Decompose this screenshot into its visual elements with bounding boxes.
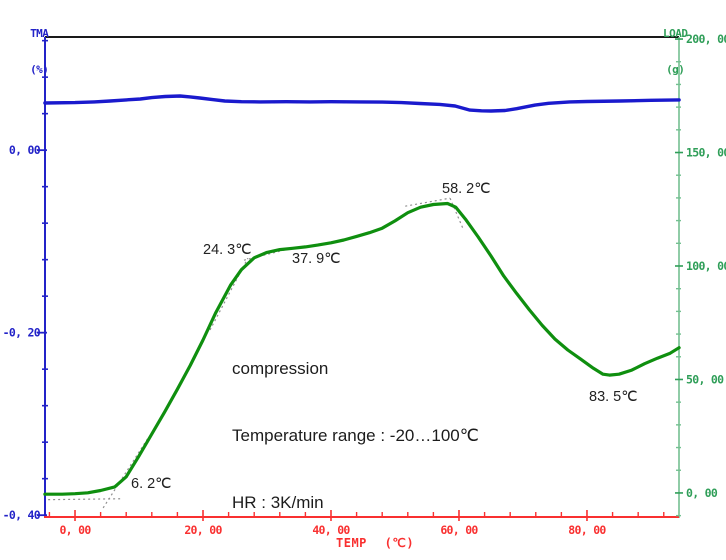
x-tick-label: 0, 00 <box>59 523 91 537</box>
annotation-minimum-temp: 83. 5℃ <box>589 389 638 405</box>
tangent-line <box>48 498 122 501</box>
x-tick-label: 80, 00 <box>568 523 606 537</box>
condition-line-heating-rate: HR : 3K/min <box>232 493 324 513</box>
x-tick-label: 60, 00 <box>440 523 478 537</box>
load-curve <box>43 94 681 113</box>
tma-curve <box>43 201 681 496</box>
tangent-line <box>243 246 296 261</box>
tangent-line <box>449 197 464 229</box>
tangent-line <box>102 437 149 509</box>
x-tick-label: 40, 00 <box>312 523 350 537</box>
x-axis-title: TEMP (℃) <box>336 536 415 550</box>
test-conditions-block: compression Temperature range : -20…100℃… <box>232 313 479 560</box>
condition-line-mode: compression <box>232 358 329 378</box>
right-tick-label: 200, 00 <box>686 32 726 46</box>
left-tick-label: -0, 40 <box>3 508 41 522</box>
condition-line-temperature-range: Temperature range : -20…100℃ <box>232 426 479 446</box>
left-axis-title: TMA <box>30 27 49 40</box>
annotation-onset-temp: 6. 2℃ <box>131 476 172 492</box>
tangent-line <box>209 257 249 331</box>
left-axis-title-block: TMA (%) <box>27 4 52 100</box>
right-axis-title: LOAD <box>663 27 688 40</box>
x-tick-label: 20, 00 <box>184 523 222 537</box>
annotation-transition-temp: 24. 3℃ <box>203 242 252 258</box>
left-tick-label: -0, 20 <box>3 326 41 340</box>
right-tick-label: 50, 00 <box>686 372 724 386</box>
right-tick-label: 0, 00 <box>686 486 718 500</box>
right-tick-label: 150, 00 <box>686 146 726 160</box>
right-axis-title-block: LOAD (g) <box>663 4 688 100</box>
right-tick-label: 100, 00 <box>686 259 726 273</box>
right-axis-unit: (g) <box>666 63 685 76</box>
annotation-peak-temp: 58. 2℃ <box>442 181 491 197</box>
left-axis-unit: (%) <box>30 63 49 76</box>
annotation-plateau-temp: 37. 9℃ <box>292 251 341 267</box>
left-tick-label: 0, 00 <box>9 143 41 157</box>
